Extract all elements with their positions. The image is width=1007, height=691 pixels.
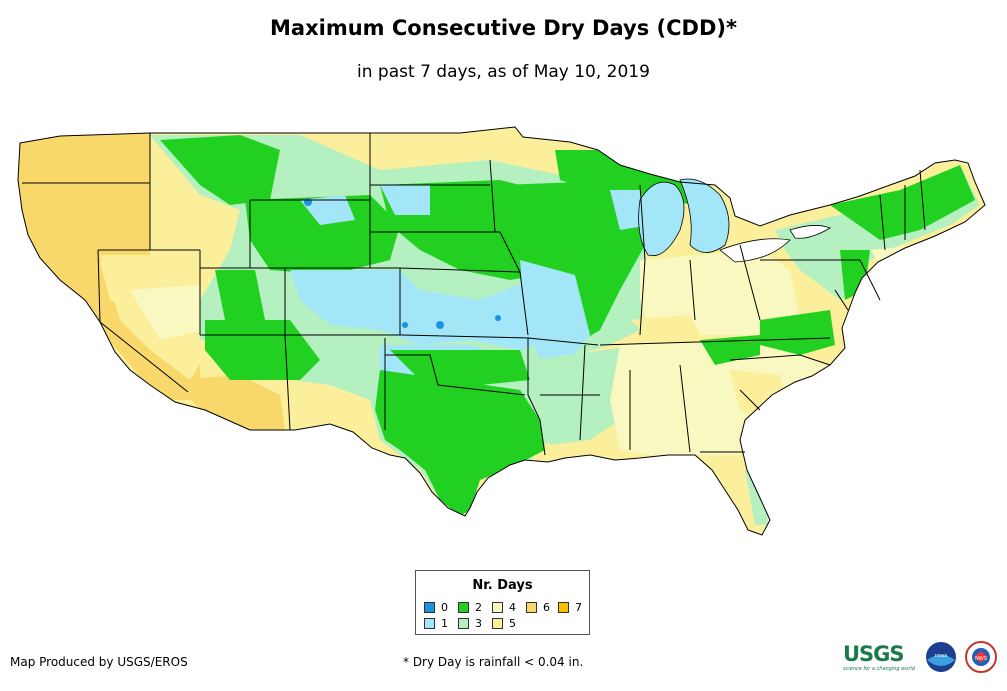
- legend-label: 6: [543, 601, 550, 614]
- logo-icons: noaa NWS: [926, 641, 997, 673]
- legend-item-6: 6: [526, 601, 550, 614]
- legend-swatch: [458, 618, 469, 629]
- state-borders: [17, 126, 986, 536]
- legend-swatch: [526, 602, 537, 613]
- map-credit: Map Produced by USGS/EROS: [10, 655, 188, 669]
- legend-label: 3: [475, 617, 482, 630]
- legend-item-7: 7: [558, 601, 582, 614]
- legend-item-4: 4: [492, 601, 516, 614]
- legend-item-1: 1: [424, 617, 448, 630]
- usgs-logo: USGS: [843, 642, 905, 666]
- legend-swatch: [492, 618, 503, 629]
- legend-label: 7: [575, 601, 582, 614]
- legend-label: 2: [475, 601, 482, 614]
- agency-logos: USGS science for a changing world noaa N…: [843, 638, 1003, 678]
- legend-label: 4: [509, 601, 516, 614]
- legend-swatch: [424, 602, 435, 613]
- nws-logo-text: NWS: [975, 656, 987, 662]
- map-subtitle: in past 7 days, as of May 10, 2019: [357, 62, 650, 82]
- legend-item-0: 0: [424, 601, 448, 614]
- legend-swatch: [558, 602, 569, 613]
- legend-box: Nr. Days 0 1 2 3 4 5 6 7: [415, 570, 590, 635]
- usgs-tagline: science for a changing world: [843, 666, 915, 672]
- dry-day-footnote: * Dry Day is rainfall < 0.04 in.: [403, 655, 584, 669]
- nws-logo-icon: NWS: [965, 641, 997, 673]
- legend-title: Nr. Days: [472, 578, 533, 593]
- legend-swatch: [424, 618, 435, 629]
- noaa-logo-icon: noaa: [926, 642, 956, 672]
- noaa-logo-text: noaa: [935, 653, 947, 659]
- legend-swatch: [492, 602, 503, 613]
- legend-item-5: 5: [492, 617, 516, 630]
- legend-label: 5: [509, 617, 516, 630]
- legend-item-2: 2: [458, 601, 482, 614]
- legend-swatch: [458, 602, 469, 613]
- legend-label: 1: [441, 617, 448, 630]
- great-lakes: [638, 178, 831, 263]
- map-title: Maximum Consecutive Dry Days (CDD)*: [270, 16, 737, 40]
- dry-day-fill-layer: [18, 127, 985, 535]
- legend-item-3: 3: [458, 617, 482, 630]
- legend-label: 0: [441, 601, 448, 614]
